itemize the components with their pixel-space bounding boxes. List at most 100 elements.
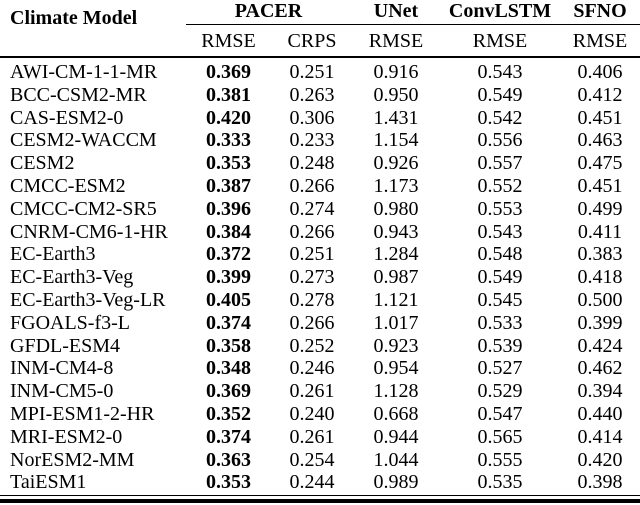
sfno-rmse-cell: 0.418 [577, 266, 623, 289]
pacer-rmse-cell: 0.352 [206, 402, 251, 425]
header-body-rule [0, 56, 640, 58]
unet-rmse-cell: 1.173 [373, 174, 419, 197]
table-row: CMCC-CM2-SR5 0.396 0.274 0.980 0.553 0.4… [0, 198, 640, 221]
sfno-rmse-cell: 0.406 [577, 61, 623, 83]
pacer-rmse-cell: 0.396 [206, 197, 251, 220]
convlstm-rmse-cell: 0.547 [477, 402, 523, 425]
unet-rmse-cell: 1.017 [373, 311, 419, 334]
sfno-rmse-cell: 0.399 [577, 311, 623, 334]
table-row: INM-CM4-8 0.348 0.246 0.954 0.527 0.462 [0, 357, 640, 380]
table-row: CNRM-CM6-1-HR 0.384 0.266 0.943 0.543 0.… [0, 221, 640, 244]
sfno-rmse-cell: 0.411 [577, 220, 623, 243]
sfno-rmse-cell: 0.424 [577, 334, 623, 357]
pacer-rmse-cell: 0.372 [206, 243, 251, 266]
sfno-rmse-cell: 0.475 [577, 152, 623, 175]
pacer-crps-cell: 0.266 [289, 220, 335, 243]
table-row: CESM2 0.353 0.248 0.926 0.557 0.475 [0, 152, 640, 175]
pacer-crps-cell: 0.306 [289, 106, 335, 129]
pacer-crps-cell: 0.248 [289, 152, 335, 175]
column-header-climate-model: Climate Model [10, 7, 138, 29]
sfno-rmse-cell: 0.463 [577, 129, 623, 152]
convlstm-rmse-cell: 0.553 [477, 197, 523, 220]
pacer-rmse-cell: 0.399 [206, 266, 251, 289]
unet-rmse-cell: 0.668 [373, 402, 419, 425]
pacer-rmse-cell: 0.369 [206, 380, 251, 403]
sfno-rmse-cell: 0.398 [577, 471, 623, 494]
group-header-pacer: PACER [234, 0, 303, 22]
table-row: EC-Earth3-Veg 0.399 0.273 0.987 0.549 0.… [0, 266, 640, 289]
convlstm-rmse-cell: 0.552 [477, 174, 523, 197]
model-name-cell: EC-Earth3 [10, 243, 96, 266]
unet-rmse-cell: 0.989 [373, 471, 419, 494]
convlstm-rmse-cell: 0.545 [477, 288, 523, 311]
sfno-rmse-cell: 0.500 [577, 288, 623, 311]
model-name-cell: CAS-ESM2-0 [10, 106, 124, 129]
model-name-cell: INM-CM5-0 [10, 380, 114, 403]
convlstm-rmse-cell: 0.543 [477, 220, 523, 243]
unet-rmse-cell: 0.916 [373, 61, 419, 83]
sfno-rmse-cell: 0.440 [577, 402, 623, 425]
pacer-rmse-cell: 0.374 [206, 425, 251, 448]
table-row: BCC-CSM2-MR 0.381 0.263 0.950 0.549 0.41… [0, 84, 640, 107]
bottom-rule-thick [0, 499, 640, 503]
subheader-pacer-rmse: RMSE [201, 30, 256, 52]
model-name-cell: NorESM2-MM [10, 448, 135, 471]
pacer-crps-cell: 0.266 [289, 311, 335, 334]
table-row: EC-Earth3-Veg-LR 0.405 0.278 1.121 0.545… [0, 289, 640, 312]
pacer-rmse-cell: 0.353 [206, 471, 251, 494]
table-row: CAS-ESM2-0 0.420 0.306 1.431 0.542 0.451 [0, 107, 640, 130]
model-name-cell: MRI-ESM2-0 [10, 425, 123, 448]
unet-rmse-cell: 0.950 [373, 83, 419, 106]
table-row: AWI-CM-1-1-MR 0.369 0.251 0.916 0.543 0.… [0, 61, 640, 84]
model-name-cell: EC-Earth3-Veg [10, 266, 134, 289]
convlstm-rmse-cell: 0.548 [477, 243, 523, 266]
convlstm-rmse-cell: 0.535 [477, 471, 523, 494]
unet-rmse-cell: 1.121 [373, 288, 419, 311]
table-row: MRI-ESM2-0 0.374 0.261 0.944 0.565 0.414 [0, 426, 640, 449]
pacer-crps-cell: 0.261 [289, 425, 335, 448]
table-row: MPI-ESM1-2-HR 0.352 0.240 0.668 0.547 0.… [0, 403, 640, 426]
model-name-cell: CNRM-CM6-1-HR [10, 220, 168, 243]
pacer-rmse-cell: 0.381 [206, 83, 251, 106]
header-group-rule [186, 24, 640, 25]
convlstm-rmse-cell: 0.565 [477, 425, 523, 448]
pacer-crps-cell: 0.254 [289, 448, 335, 471]
sfno-rmse-cell: 0.451 [577, 106, 623, 129]
group-header-sfno: SFNO [573, 0, 627, 22]
convlstm-rmse-cell: 0.529 [477, 380, 523, 403]
convlstm-rmse-cell: 0.533 [477, 311, 523, 334]
unet-rmse-cell: 1.128 [373, 380, 419, 403]
table-row: CMCC-ESM2 0.387 0.266 1.173 0.552 0.451 [0, 175, 640, 198]
table-row: EC-Earth3 0.372 0.251 1.284 0.548 0.383 [0, 243, 640, 266]
model-name-cell: BCC-CSM2-MR [10, 83, 147, 106]
sfno-rmse-cell: 0.394 [577, 380, 623, 403]
unet-rmse-cell: 0.980 [373, 197, 419, 220]
bottom-rule-thin [0, 495, 640, 496]
model-name-cell: FGOALS-f3-L [10, 311, 130, 334]
convlstm-rmse-cell: 0.549 [477, 266, 523, 289]
convlstm-rmse-cell: 0.543 [477, 61, 523, 83]
subheader-pacer-crps: CRPS [287, 30, 337, 52]
unet-rmse-cell: 0.944 [373, 425, 419, 448]
table-row: TaiESM1 0.353 0.244 0.989 0.535 0.398 [0, 471, 640, 494]
table-row: FGOALS-f3-L 0.374 0.266 1.017 0.533 0.39… [0, 312, 640, 335]
pacer-rmse-cell: 0.348 [206, 357, 251, 380]
convlstm-rmse-cell: 0.557 [477, 152, 523, 175]
sfno-rmse-cell: 0.499 [577, 197, 623, 220]
table-body: AWI-CM-1-1-MR 0.369 0.251 0.916 0.543 0.… [0, 61, 640, 494]
pacer-crps-cell: 0.274 [289, 197, 335, 220]
sfno-rmse-cell: 0.383 [577, 243, 623, 266]
model-name-cell: AWI-CM-1-1-MR [10, 61, 158, 83]
subheader-row: RMSE CRPS RMSE RMSE RMSE [0, 28, 640, 54]
pacer-crps-cell: 0.278 [289, 288, 335, 311]
unet-rmse-cell: 1.044 [373, 448, 419, 471]
model-name-cell: MPI-ESM1-2-HR [10, 402, 155, 425]
table-row: INM-CM5-0 0.369 0.261 1.128 0.529 0.394 [0, 380, 640, 403]
pacer-rmse-cell: 0.363 [206, 448, 251, 471]
pacer-rmse-cell: 0.405 [206, 288, 251, 311]
pacer-crps-cell: 0.233 [289, 129, 335, 152]
model-name-cell: CMCC-ESM2 [10, 174, 126, 197]
pacer-crps-cell: 0.244 [289, 471, 335, 494]
sfno-rmse-cell: 0.420 [577, 448, 623, 471]
pacer-crps-cell: 0.252 [289, 334, 335, 357]
